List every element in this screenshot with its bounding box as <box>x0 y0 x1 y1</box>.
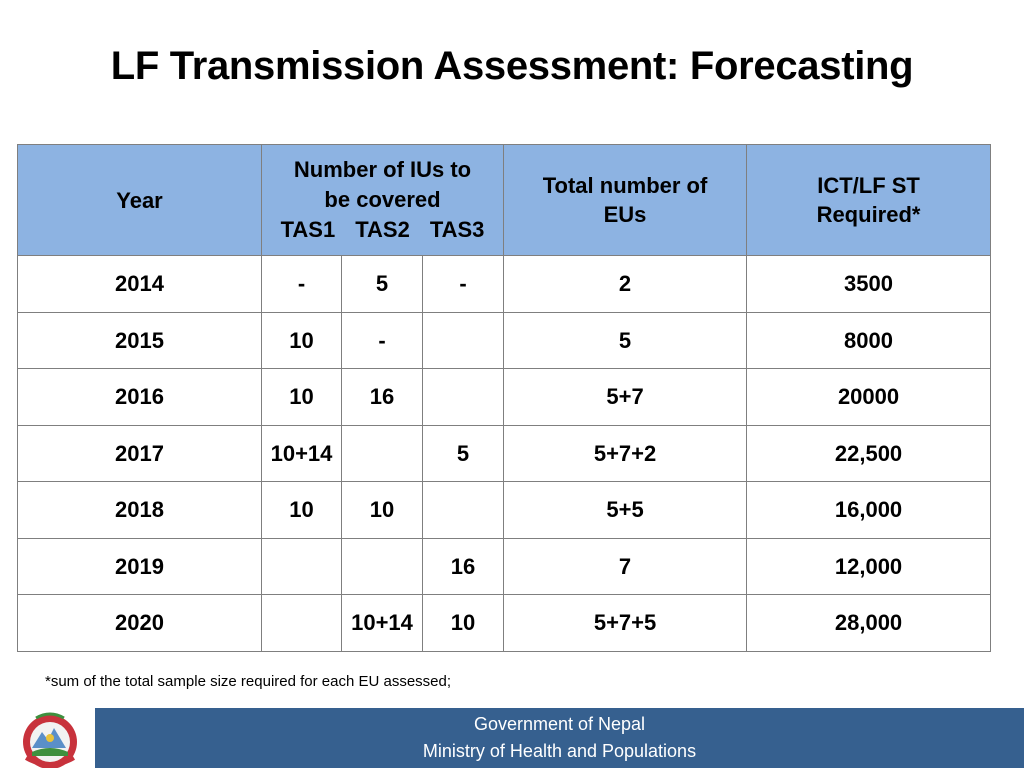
header-tas3: TAS3 <box>429 217 485 242</box>
cell-tas2: 10+14 <box>341 594 423 652</box>
cell-eus: 5+7+5 <box>503 594 748 652</box>
cell-tas1: 10 <box>261 311 342 369</box>
header-eus: Total number of EUs <box>503 144 748 256</box>
table-row: 2019 16 7 12,000 <box>17 537 992 595</box>
forecast-table: Year Number of IUs to be covered TAS1 TA… <box>17 144 992 652</box>
cell-eus: 2 <box>503 255 748 313</box>
cell-year: 2018 <box>17 481 262 539</box>
footer-line2: Ministry of Health and Populations <box>422 741 697 761</box>
cell-year: 2020 <box>17 594 262 652</box>
cell-eus: 5 <box>503 311 748 369</box>
cell-eus: 5+7 <box>503 368 748 426</box>
cell-tas2 <box>341 424 423 482</box>
table-row: 2017 10+14 5 5+7+2 22,500 <box>17 424 992 482</box>
table-row: 2014-5-2 3500 <box>17 255 992 313</box>
cell-year: 2019 <box>17 537 262 595</box>
cell-tas3: 5 <box>421 424 505 482</box>
page-title: LF Transmission Assessment: Forecasting <box>110 44 914 88</box>
cell-tas2: 16 <box>341 368 423 426</box>
footnote: *sum of the total sample size required f… <box>45 673 452 690</box>
cell-eus: 7 <box>503 537 748 595</box>
header-ius-line2: be covered <box>324 187 441 212</box>
nepal-emblem-icon <box>23 712 77 768</box>
table-row: 2020 10+14 10 5+7+5 28,000 <box>17 594 992 652</box>
cell-tas1: 10+14 <box>261 424 342 482</box>
cell-tas2 <box>341 537 423 595</box>
cell-tas2: - <box>341 311 423 369</box>
table-row: 2018 10 10 5+5 16,000 <box>17 481 992 539</box>
cell-tas3 <box>421 481 505 539</box>
cell-tas3: 10 <box>421 594 505 652</box>
header-tas2: TAS2 <box>355 217 410 242</box>
cell-tas2: 10 <box>341 481 423 539</box>
cell-ict: 20000 <box>746 368 992 426</box>
table-row: 2016 10 16 5+7 20000 <box>17 368 992 426</box>
cell-tas1 <box>261 594 342 652</box>
cell-ict: 12,000 <box>746 537 992 595</box>
cell-tas3 <box>421 368 505 426</box>
header-ict: ICT/LF ST Required* <box>746 144 992 256</box>
cell-eus: 5+5 <box>503 481 748 539</box>
footer-bar: Government of Nepal Ministry of Health a… <box>95 708 1024 768</box>
cell-ict: 3500 <box>746 255 992 313</box>
cell-tas3: 16 <box>421 537 505 595</box>
cell-eus: 5+7+2 <box>503 424 748 482</box>
footer-line1: Government of Nepal <box>473 714 646 734</box>
cell-ict: 8000 <box>746 311 992 369</box>
cell-ict: 28,000 <box>746 594 992 652</box>
header-year: Year <box>17 144 262 256</box>
cell-year: 2015 <box>17 311 262 369</box>
cell-tas2: 5 <box>341 255 423 313</box>
table-row: 2015 10- 5 8000 <box>17 311 992 369</box>
header-ius: Number of IUs to be covered TAS1 TAS2 TA… <box>260 144 505 256</box>
cell-tas3 <box>421 311 505 369</box>
cell-tas3: - <box>421 255 505 313</box>
cell-tas1: - <box>261 255 342 313</box>
cell-year: 2017 <box>17 424 262 482</box>
cell-year: 2016 <box>17 368 262 426</box>
cell-year: 2014 <box>17 255 262 313</box>
table-header-row: Year Number of IUs to be covered TAS1 TA… <box>17 144 992 256</box>
cell-ict: 16,000 <box>746 481 992 539</box>
cell-ict: 22,500 <box>746 424 992 482</box>
cell-tas1: 10 <box>261 368 342 426</box>
header-tas1: TAS1 <box>280 217 336 242</box>
cell-tas1 <box>261 537 342 595</box>
cell-tas1: 10 <box>261 481 342 539</box>
header-ius-line1: Number of IUs to <box>293 157 472 182</box>
